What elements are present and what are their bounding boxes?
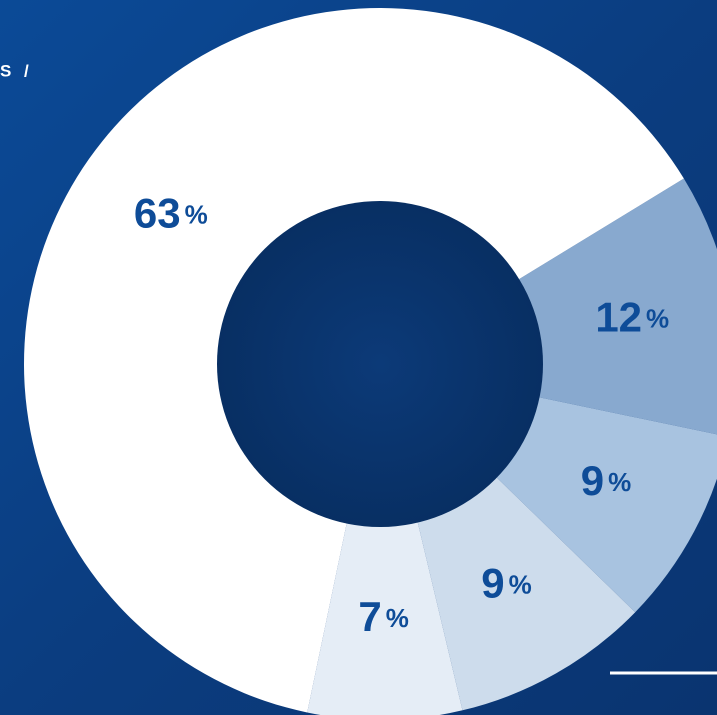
data-label-value: 63: [134, 190, 181, 237]
data-label-unit: %: [646, 303, 669, 333]
data-label-unit: %: [608, 467, 631, 497]
data-label-unit: %: [185, 199, 208, 229]
data-label-value: 9: [481, 560, 504, 607]
data-label-unit: %: [509, 569, 532, 599]
data-label-value: 12: [595, 294, 642, 341]
donut-hole: [217, 201, 543, 527]
data-label: 63%: [134, 190, 208, 237]
data-label-value: 7: [358, 593, 381, 640]
data-label: 9%: [481, 560, 531, 607]
data-label: 12%: [595, 294, 669, 341]
data-labels: 12 %9 %9 %7 %63%: [134, 190, 669, 641]
donut-slice: [307, 364, 463, 715]
data-label-value: 9: [581, 457, 604, 504]
data-label: 7%: [358, 593, 408, 640]
data-label: 9%: [581, 457, 631, 504]
header-text: S /: [0, 61, 33, 80]
data-label-unit: %: [386, 603, 409, 633]
